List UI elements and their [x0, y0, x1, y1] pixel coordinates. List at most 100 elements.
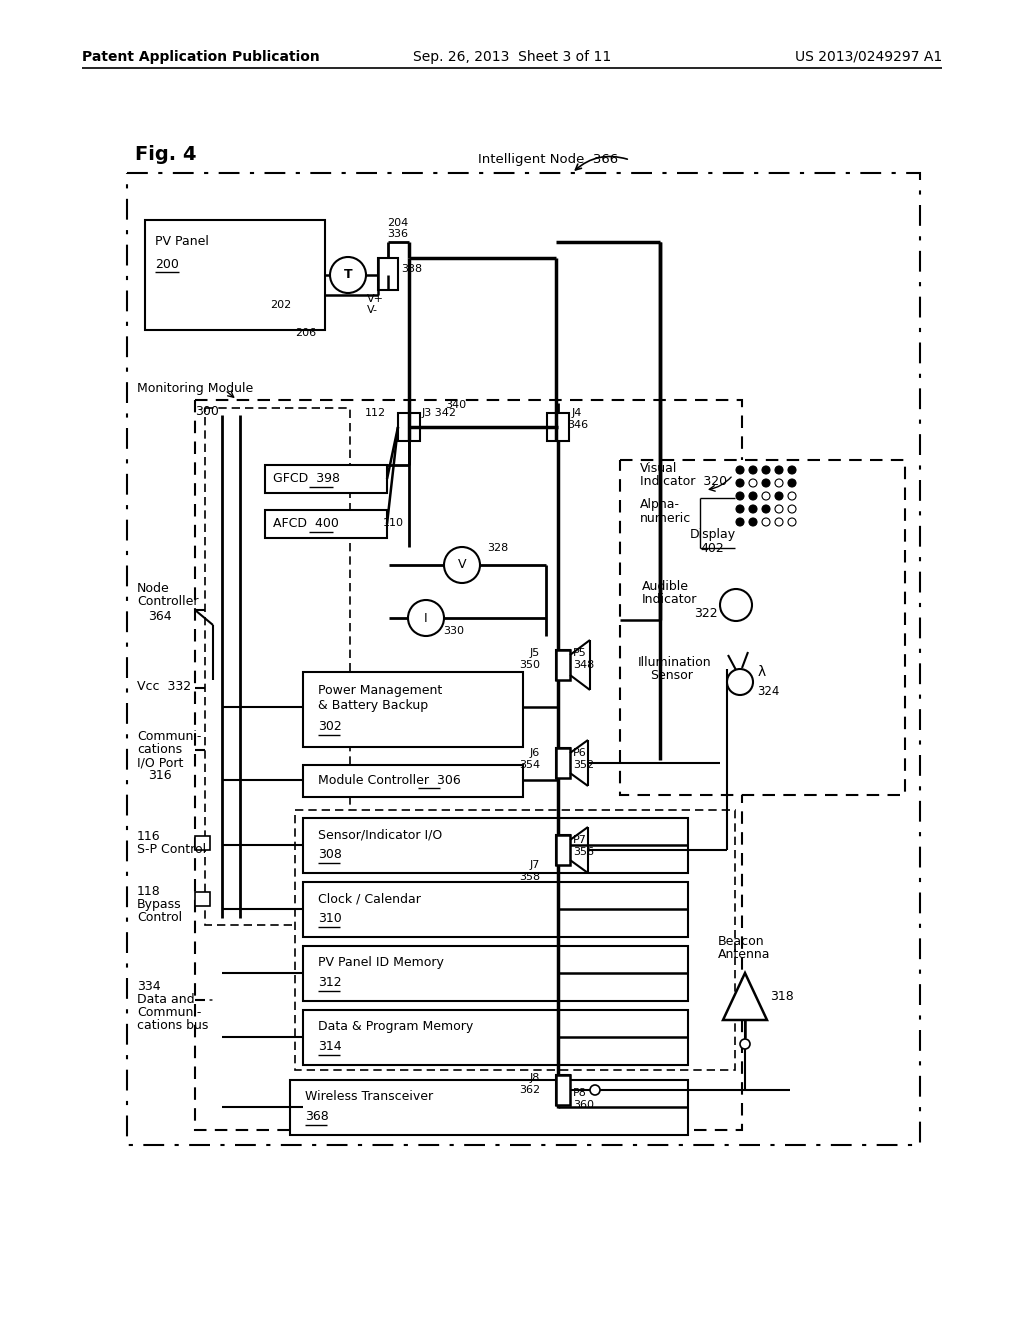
Text: 328: 328 — [487, 543, 508, 553]
Text: 324: 324 — [757, 685, 779, 698]
Text: 360: 360 — [573, 1100, 594, 1110]
Text: I/O Port: I/O Port — [137, 756, 183, 770]
Text: Antenna: Antenna — [718, 948, 770, 961]
Text: 362: 362 — [519, 1085, 540, 1096]
Bar — [556, 748, 570, 777]
Text: J3 342: J3 342 — [422, 408, 457, 418]
Circle shape — [720, 589, 752, 620]
Bar — [303, 882, 688, 937]
Bar — [556, 748, 570, 777]
Circle shape — [788, 492, 796, 500]
Circle shape — [762, 517, 770, 525]
Bar — [556, 836, 570, 865]
Text: Display: Display — [690, 528, 736, 541]
Bar — [556, 1074, 570, 1105]
Circle shape — [775, 506, 783, 513]
Text: 308: 308 — [318, 847, 342, 861]
Bar — [195, 836, 210, 850]
Text: Patent Application Publication: Patent Application Publication — [82, 50, 319, 63]
Circle shape — [408, 601, 444, 636]
Text: 322: 322 — [694, 607, 718, 620]
Text: 116: 116 — [137, 830, 161, 843]
Bar — [556, 1074, 570, 1105]
Circle shape — [762, 492, 770, 500]
Text: 364: 364 — [148, 610, 172, 623]
Text: P5: P5 — [573, 648, 587, 657]
Circle shape — [749, 479, 757, 487]
Text: P8: P8 — [573, 1088, 587, 1098]
Text: Indicator  320: Indicator 320 — [640, 475, 727, 488]
Bar — [303, 766, 523, 797]
Bar — [303, 818, 688, 873]
Bar — [303, 672, 523, 747]
Circle shape — [590, 1085, 600, 1096]
Circle shape — [736, 466, 744, 474]
Text: 352: 352 — [573, 760, 594, 770]
Text: I: I — [424, 611, 428, 624]
Bar — [303, 946, 688, 1001]
Text: 340: 340 — [445, 400, 466, 411]
Text: PV Panel: PV Panel — [155, 235, 209, 248]
Text: 348: 348 — [573, 660, 594, 671]
Polygon shape — [723, 973, 767, 1020]
Text: 354: 354 — [519, 760, 540, 770]
Circle shape — [444, 546, 480, 583]
Text: 202: 202 — [270, 300, 291, 310]
Text: Power Management: Power Management — [318, 684, 442, 697]
Bar — [265, 510, 387, 539]
Text: Module Controller  306: Module Controller 306 — [318, 774, 461, 787]
Bar — [195, 400, 742, 1130]
Text: Data and: Data and — [137, 993, 195, 1006]
Circle shape — [762, 479, 770, 487]
Text: 302: 302 — [318, 719, 342, 733]
Text: Sep. 26, 2013  Sheet 3 of 11: Sep. 26, 2013 Sheet 3 of 11 — [413, 50, 611, 63]
Bar — [378, 257, 398, 290]
Bar — [205, 408, 350, 925]
Text: GFCD  398: GFCD 398 — [273, 473, 340, 484]
Text: 312: 312 — [318, 975, 342, 989]
Text: J6: J6 — [529, 748, 540, 758]
Text: 118: 118 — [137, 884, 161, 898]
Text: Control: Control — [137, 911, 182, 924]
Bar — [195, 892, 210, 906]
Text: 204: 204 — [387, 218, 409, 228]
Bar — [556, 649, 570, 680]
Text: US 2013/0249297 A1: US 2013/0249297 A1 — [795, 50, 942, 63]
Text: Indicator: Indicator — [642, 593, 697, 606]
Text: V+: V+ — [367, 294, 384, 304]
Text: Monitoring Module: Monitoring Module — [137, 381, 253, 395]
Circle shape — [749, 492, 757, 500]
Circle shape — [775, 466, 783, 474]
Circle shape — [775, 492, 783, 500]
Text: Wireless Transceiver: Wireless Transceiver — [305, 1090, 433, 1104]
Text: 206: 206 — [295, 327, 316, 338]
Text: J7: J7 — [529, 861, 540, 870]
Text: 356: 356 — [573, 847, 594, 857]
Text: Vcc  332: Vcc 332 — [137, 680, 191, 693]
Circle shape — [749, 506, 757, 513]
Bar — [556, 649, 570, 680]
Text: J8: J8 — [529, 1073, 540, 1082]
Text: 350: 350 — [519, 660, 540, 671]
Bar — [265, 465, 387, 492]
Text: Audible: Audible — [642, 579, 689, 593]
Text: Sensor/Indicator I/O: Sensor/Indicator I/O — [318, 828, 442, 841]
Text: 336: 336 — [387, 228, 408, 239]
Circle shape — [775, 479, 783, 487]
Text: Node: Node — [137, 582, 170, 595]
Text: cations bus: cations bus — [137, 1019, 208, 1032]
Text: V-: V- — [367, 305, 378, 315]
Text: S-P Control: S-P Control — [137, 843, 206, 855]
Text: 330: 330 — [443, 626, 464, 636]
Bar — [145, 220, 325, 330]
Circle shape — [788, 506, 796, 513]
Text: 112: 112 — [365, 408, 386, 418]
Text: 402: 402 — [700, 543, 724, 554]
Circle shape — [330, 257, 366, 293]
Text: Bypass: Bypass — [137, 898, 181, 911]
Circle shape — [736, 506, 744, 513]
Text: 200: 200 — [155, 257, 179, 271]
Text: λ: λ — [758, 665, 766, 678]
Text: 300: 300 — [195, 405, 219, 418]
Text: Illumination: Illumination — [638, 656, 712, 669]
